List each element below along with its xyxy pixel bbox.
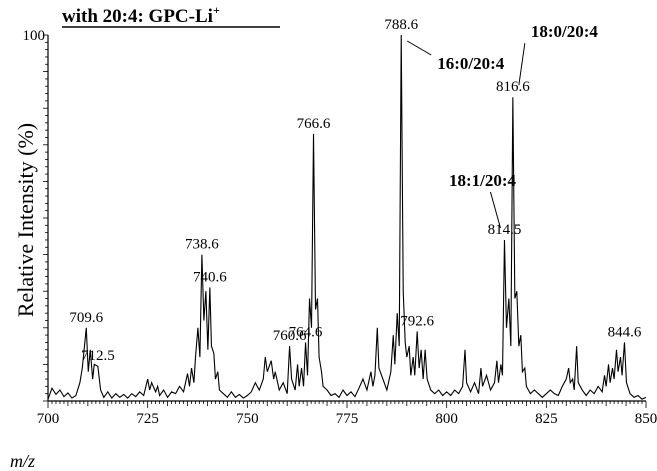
axes [47, 35, 646, 402]
peak-label: 792.6 [400, 313, 434, 329]
peak-label: 709.6 [69, 310, 103, 326]
x-tick-label: 775 [336, 411, 359, 427]
y-tick-label: 100 [23, 28, 46, 44]
peak-label: 760.6 [273, 328, 307, 344]
series-layer [47, 34, 647, 400]
peak-label: 814.5 [488, 222, 522, 238]
annotation-label: 18:1/20:4 [449, 171, 517, 190]
peak-label: 738.6 [185, 237, 219, 253]
annotation-leader [489, 191, 501, 229]
x-tick-label: 725 [136, 411, 159, 427]
x-tick-label: 750 [236, 411, 259, 427]
annotation-label: 16:0/20:4 [437, 54, 505, 73]
annotation-label: 18:0/20:4 [531, 22, 599, 41]
x-axis-label: m/z [10, 451, 35, 471]
peak-label: 844.6 [608, 324, 642, 340]
x-tick-label: 850 [635, 411, 657, 427]
spectrum-series-0 [47, 34, 647, 400]
peak-label: 712.5 [81, 348, 115, 364]
peak-label: 764.6 [289, 324, 323, 340]
y-axis-label: Relative Intensity (%) [13, 123, 38, 317]
chart-title: with 20:4: GPC-Li+ [62, 3, 220, 27]
x-tick-label: 825 [535, 411, 558, 427]
ticks: 700 725 750 775 800 825 850 100 [23, 28, 657, 427]
annotations: 16:0/20:4 18:0/20:4 18:1/20:4 [406, 22, 599, 229]
peak-label: 740.6 [193, 270, 227, 286]
annotation-leader [406, 40, 432, 56]
x-tick-label: 700 [37, 411, 60, 427]
peak-label: 788.6 [384, 17, 418, 33]
x-tick-label: 800 [435, 411, 458, 427]
peak-label: 816.6 [496, 79, 530, 95]
peak-label: 766.6 [297, 116, 331, 132]
annotation-leader [518, 43, 526, 86]
